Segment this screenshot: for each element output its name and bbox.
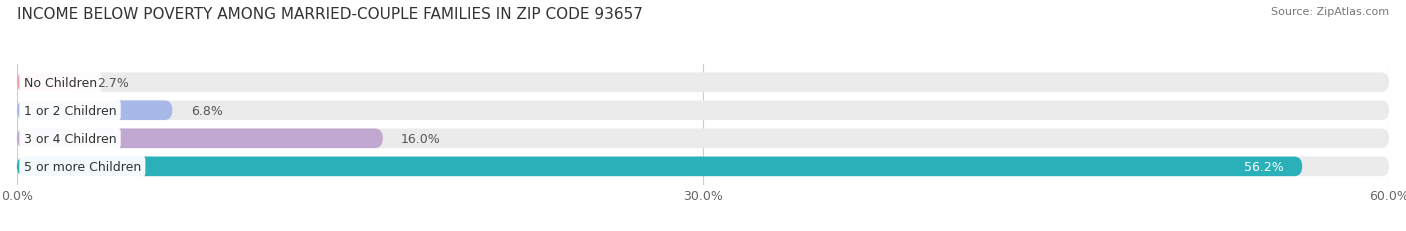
FancyBboxPatch shape xyxy=(17,157,1302,176)
FancyBboxPatch shape xyxy=(17,101,173,121)
Text: 5 or more Children: 5 or more Children xyxy=(24,160,141,173)
FancyBboxPatch shape xyxy=(17,73,1389,93)
Text: Source: ZipAtlas.com: Source: ZipAtlas.com xyxy=(1271,7,1389,17)
Text: 3 or 4 Children: 3 or 4 Children xyxy=(24,132,117,145)
FancyBboxPatch shape xyxy=(17,129,382,149)
Text: 56.2%: 56.2% xyxy=(1244,160,1284,173)
Text: 6.8%: 6.8% xyxy=(191,104,222,117)
Text: INCOME BELOW POVERTY AMONG MARRIED-COUPLE FAMILIES IN ZIP CODE 93657: INCOME BELOW POVERTY AMONG MARRIED-COUPL… xyxy=(17,7,643,22)
FancyBboxPatch shape xyxy=(17,157,1389,176)
FancyBboxPatch shape xyxy=(17,73,79,93)
FancyBboxPatch shape xyxy=(17,129,1389,149)
FancyBboxPatch shape xyxy=(17,101,1389,121)
Text: 2.7%: 2.7% xyxy=(97,76,129,89)
Text: No Children: No Children xyxy=(24,76,97,89)
Text: 1 or 2 Children: 1 or 2 Children xyxy=(24,104,117,117)
Text: 16.0%: 16.0% xyxy=(401,132,441,145)
